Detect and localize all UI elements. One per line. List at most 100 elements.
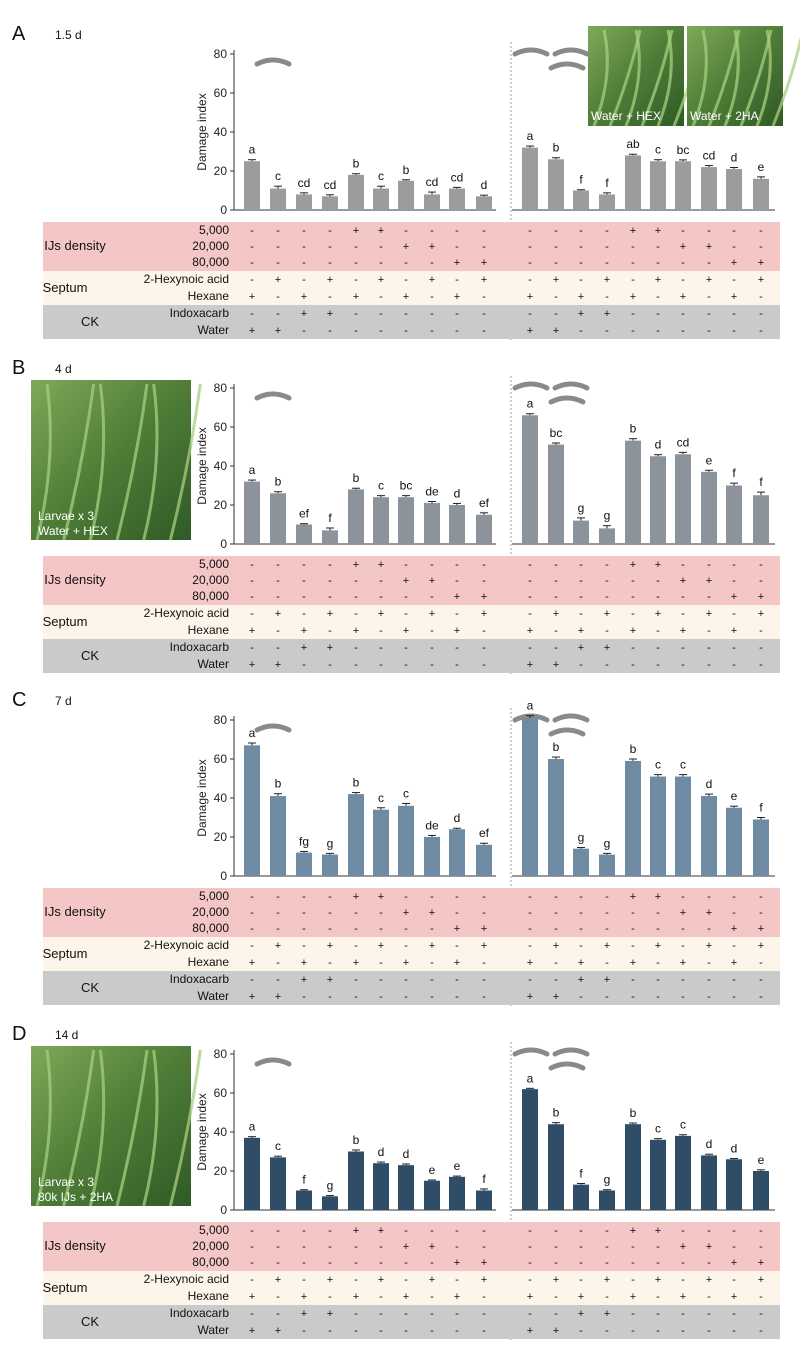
treatment-cell: - bbox=[250, 1308, 254, 1320]
treatment-cell: - bbox=[482, 1308, 486, 1320]
treatment-cell: + bbox=[527, 1291, 533, 1303]
significance-letter: d bbox=[655, 438, 662, 452]
treatment-cell: + bbox=[578, 1291, 584, 1303]
treatment-cell: - bbox=[656, 1257, 660, 1269]
treatment-cell: - bbox=[250, 559, 254, 571]
panel-time: 4 d bbox=[55, 362, 72, 376]
significance-letter: b bbox=[630, 742, 637, 756]
treatment-cell: + bbox=[604, 608, 610, 620]
treatment-cell: + bbox=[327, 274, 333, 286]
row-label: 2-Hexynoic acid bbox=[144, 606, 229, 620]
panel-time: 7 d bbox=[55, 694, 72, 708]
treatment-cell: - bbox=[656, 1308, 660, 1320]
treatment-cell: - bbox=[250, 1241, 254, 1253]
treatment-cell: - bbox=[554, 225, 558, 237]
bar bbox=[548, 159, 564, 210]
treatment-cell: + bbox=[353, 1225, 359, 1237]
row-label: Indoxacarb bbox=[170, 1306, 230, 1320]
row-label: 5,000 bbox=[199, 889, 229, 903]
treatment-cell: + bbox=[378, 1225, 384, 1237]
bar bbox=[625, 1124, 641, 1210]
treatment-cell: - bbox=[482, 1325, 486, 1337]
bar bbox=[348, 489, 364, 544]
treatment-cell: + bbox=[553, 940, 559, 952]
treatment-cell: + bbox=[731, 291, 737, 303]
treatment-cell: - bbox=[528, 1308, 532, 1320]
treatment-cell: - bbox=[276, 225, 280, 237]
treatment-cell: + bbox=[403, 1291, 409, 1303]
significance-letter: ab bbox=[626, 137, 640, 151]
treatment-cell: - bbox=[404, 325, 408, 337]
treatment-cell: - bbox=[759, 974, 763, 986]
treatment-cell: - bbox=[482, 659, 486, 671]
treatment-cell: - bbox=[328, 225, 332, 237]
treatment-cell: - bbox=[250, 642, 254, 654]
row-label: Water bbox=[197, 657, 229, 671]
treatment-cell: - bbox=[276, 974, 280, 986]
significance-letter: f bbox=[759, 475, 763, 489]
treatment-cell: + bbox=[454, 591, 460, 603]
bar bbox=[675, 161, 691, 210]
treatment-cell: - bbox=[681, 591, 685, 603]
significance-letter: cd bbox=[426, 175, 439, 189]
treatment-cell: + bbox=[578, 308, 584, 320]
photo-label: Water + 2HA bbox=[690, 109, 759, 123]
treatment-cell: + bbox=[481, 1257, 487, 1269]
bar bbox=[296, 852, 312, 876]
group-label: IJs density bbox=[44, 238, 106, 253]
photo-D bbox=[31, 1046, 202, 1207]
treatment-cell: - bbox=[605, 1241, 609, 1253]
larva-icon bbox=[254, 1057, 292, 1067]
treatment-cell: - bbox=[759, 325, 763, 337]
treatment-cell: - bbox=[681, 225, 685, 237]
treatment-cell: + bbox=[604, 974, 610, 986]
significance-letter: ef bbox=[479, 826, 490, 840]
treatment-cell: - bbox=[430, 1225, 434, 1237]
row-label: Water bbox=[197, 1323, 229, 1337]
significance-letter: g bbox=[604, 1173, 611, 1187]
treatment-cell: - bbox=[759, 659, 763, 671]
panel-time: 14 d bbox=[55, 1028, 78, 1042]
treatment-cell: - bbox=[732, 991, 736, 1003]
bar bbox=[573, 1184, 589, 1210]
larva-icon bbox=[512, 381, 550, 391]
treatment-cell: + bbox=[327, 940, 333, 952]
treatment-cell: - bbox=[302, 241, 306, 253]
treatment-cell: - bbox=[354, 1274, 358, 1286]
bar bbox=[244, 1137, 260, 1210]
bar bbox=[476, 844, 492, 876]
treatment-cell: - bbox=[379, 1291, 383, 1303]
treatment-cell: + bbox=[680, 1241, 686, 1253]
treatment-cell: + bbox=[630, 625, 636, 637]
treatment-cell: + bbox=[378, 891, 384, 903]
treatment-cell: - bbox=[631, 591, 635, 603]
treatment-cell: - bbox=[656, 991, 660, 1003]
treatment-cell: + bbox=[353, 559, 359, 571]
treatment-cell: - bbox=[732, 559, 736, 571]
treatment-cell: - bbox=[276, 1225, 280, 1237]
treatment-cell: - bbox=[276, 241, 280, 253]
treatment-cell: - bbox=[528, 575, 532, 587]
treatment-cell: - bbox=[328, 891, 332, 903]
treatment-cell: + bbox=[378, 940, 384, 952]
treatment-cell: - bbox=[631, 642, 635, 654]
treatment-cell: + bbox=[481, 923, 487, 935]
treatment-cell: - bbox=[404, 608, 408, 620]
treatment-cell: - bbox=[605, 659, 609, 671]
treatment-cell: - bbox=[379, 907, 383, 919]
larva-icon bbox=[548, 395, 586, 405]
bar bbox=[573, 190, 589, 210]
treatment-cell: + bbox=[553, 274, 559, 286]
bar bbox=[650, 776, 666, 876]
bar bbox=[753, 178, 769, 210]
significance-letter: d bbox=[731, 150, 738, 164]
treatment-cell: - bbox=[482, 241, 486, 253]
treatment-cell: - bbox=[328, 257, 332, 269]
treatment-cell: + bbox=[403, 957, 409, 969]
y-tick-label: 80 bbox=[214, 47, 228, 61]
treatment-cell: - bbox=[328, 659, 332, 671]
treatment-cell: - bbox=[605, 241, 609, 253]
treatment-cell: + bbox=[706, 1274, 712, 1286]
treatment-cell: - bbox=[528, 1257, 532, 1269]
treatment-cell: + bbox=[553, 1325, 559, 1337]
